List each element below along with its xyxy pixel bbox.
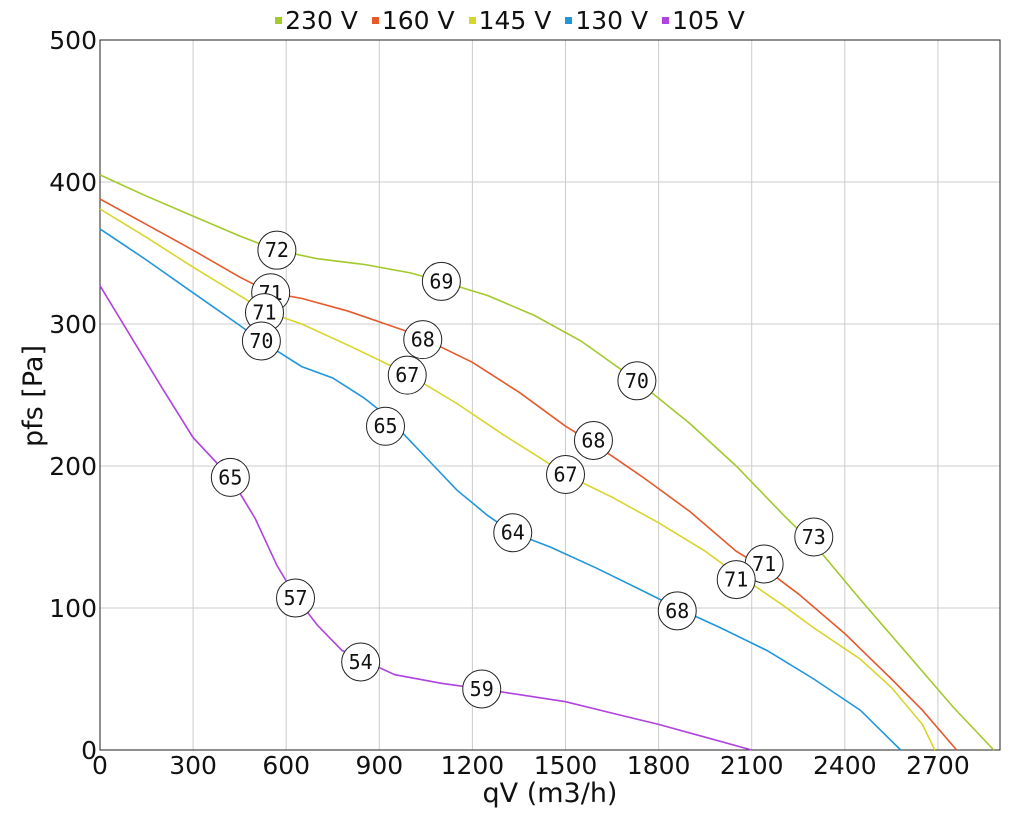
legend-swatch-105v [662,16,670,24]
x-tick-label: 1200 [441,751,505,780]
annotation-label: 68 [411,328,435,352]
annotation-badge: 71 [716,560,756,600]
annotation-label: 59 [470,677,494,701]
y-tick-label: 300 [49,310,97,339]
annotation-circle [341,642,381,682]
annotation-label: 68 [581,428,605,452]
annotation-label: 57 [283,586,307,610]
legend-swatch-130v [565,16,573,24]
x-tick-label: 300 [169,751,217,780]
grid [99,39,1000,751]
annotation-badge: 73 [794,517,834,557]
annotation-badge: 68 [573,420,613,460]
annotation-badge: 70 [241,321,281,361]
annotation-badge: 59 [462,669,502,709]
legend-swatch-145v [468,16,476,24]
annotation-label: 67 [395,363,419,387]
x-tick-label: 900 [355,751,403,780]
legend-item-130v[interactable]: 130 V [565,6,648,35]
legend-label-160v: 160 V [381,6,455,35]
x-tick-label: 2700 [906,751,970,780]
annotation-label: 72 [265,238,289,262]
annotation-label: 67 [553,463,577,487]
annotation-circle [421,261,461,301]
annotation-badge: 67 [387,355,427,395]
legend-label-130v: 130 V [575,6,649,35]
annotation-label: 71 [724,568,748,592]
annotation-badge: 64 [493,513,533,553]
annotation-badge: 68 [403,320,443,360]
y-tick-label: 400 [49,168,97,197]
annotation-circle [657,591,697,631]
legend-label-105v: 105 V [672,6,745,35]
x-tick-label: 2100 [720,751,784,780]
annotation-label: 65 [373,414,397,438]
annotation-label: 71 [252,301,276,325]
annotation-label: 69 [429,269,453,293]
legend: 230 V 160 V 145 V 130 V 105 V [0,6,1020,35]
annotation-circle [573,420,613,460]
annotation-circle [493,513,533,553]
annotation-label: 64 [501,521,525,545]
x-tick-label: 1800 [627,751,691,780]
x-tick-label: 1500 [534,751,598,780]
y-tick-label: 100 [49,594,97,623]
annotation-badge: 57 [276,578,316,618]
annotation-badge: 68 [657,591,697,631]
x-axis-title: qV (m3/h) [483,778,618,809]
axis-ticks: 0 300 600 900 1200 1500 1800 2100 2400 2700 0 100 20… [49,26,969,780]
x-tick-label: 600 [262,751,310,780]
annotation-badge: 67 [546,455,586,495]
annotation-badge: 65 [210,457,250,497]
x-tick-label: 0 [92,751,108,780]
annotation-badge: 65 [366,406,406,446]
legend-item-145v[interactable]: 145 V [468,6,552,35]
annotation-circle [794,517,834,557]
annotation-circle [210,457,250,497]
y-tick-label: 500 [49,26,97,55]
annotation-circle [617,361,657,401]
annotation-circle [241,321,281,361]
y-axis-title: pfs [Pa] [18,345,49,447]
annotation-label: 73 [802,525,826,549]
annotation-badge: 71 [244,293,284,333]
legend-item-160v[interactable]: 160 V [371,6,455,35]
legend-swatch-230v [275,16,283,24]
legend-label-230v: 230 V [285,6,358,35]
annotation-badge: 70 [617,361,657,401]
annotation-label: 65 [218,465,242,489]
legend-label-145v: 145 V [478,6,552,35]
plot-frame [99,39,1001,751]
series-line-230v [99,174,995,751]
annotation-circle [276,578,316,618]
annotation-badge: 54 [341,642,381,682]
annotation-circle [462,669,502,709]
annotation-circle [716,560,756,600]
annotation-label: 54 [349,650,373,674]
annotation-badge: 69 [421,261,461,301]
annotation-circle [387,355,427,395]
y-tick-label: 0 [81,736,97,765]
x-tick-label: 2400 [813,751,877,780]
legend-item-105v[interactable]: 105 V [662,6,745,35]
annotation-circle [403,320,443,360]
annotation-circle [366,406,406,446]
annotation-circle [257,230,297,270]
annotation-badge: 72 [257,230,297,270]
annotation-label: 71 [752,552,776,576]
annotation-label: 70 [249,329,273,353]
y-tick-label: 200 [49,452,97,481]
legend-item-230v[interactable]: 230 V [275,6,358,35]
annotation-circle [546,455,586,495]
legend-swatch-160v [371,16,379,24]
annotation-label: 68 [665,599,689,623]
annotation-label: 70 [625,369,649,393]
